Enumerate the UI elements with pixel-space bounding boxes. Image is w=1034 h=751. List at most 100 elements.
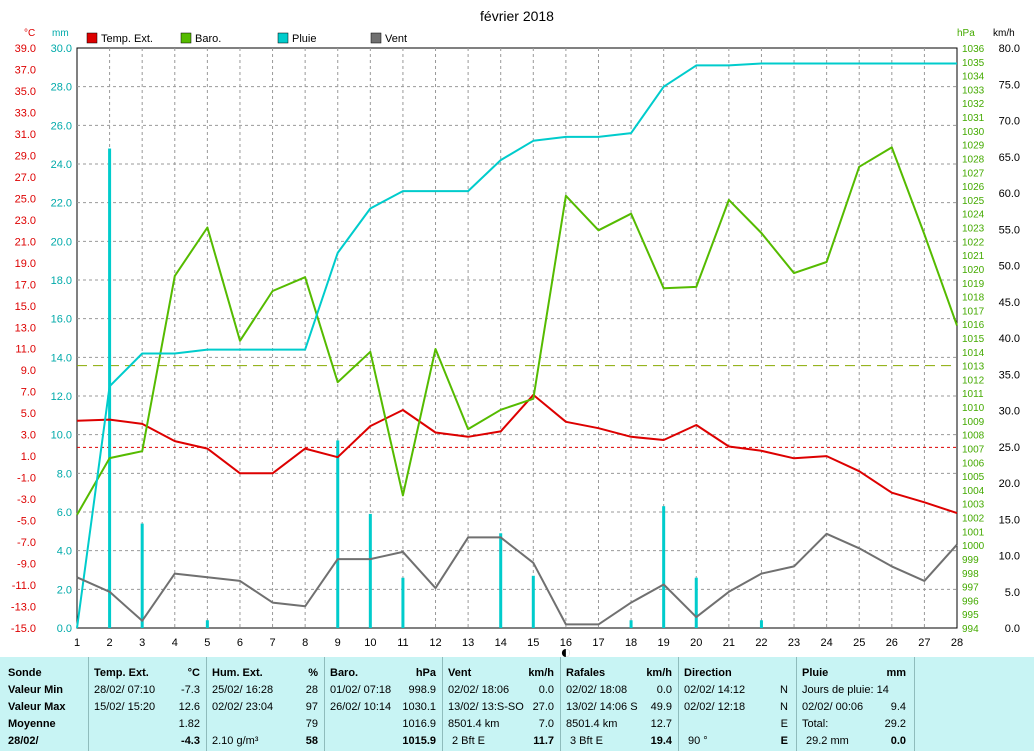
baro-tick-label: 1023 <box>962 224 985 235</box>
rain-bar <box>336 440 340 628</box>
temp-tick-label: -9.0 <box>17 559 36 571</box>
baro-tick-label: 1031 <box>962 113 985 124</box>
baro-tick-label: 1005 <box>962 472 985 483</box>
x-tick-label: 6 <box>237 637 243 649</box>
temp-tick-label: 23.0 <box>15 215 36 227</box>
summary-col-temp: Temp. Ext. °C 28/02/ 07:10 -7.3 15/02/ 15:… <box>89 657 207 751</box>
rain-tick-label: 16.0 <box>51 314 72 326</box>
rain-tick-label: 10.0 <box>51 430 72 442</box>
baro-tick-label: 1029 <box>962 141 985 152</box>
rain-tick-label: 20.0 <box>51 236 72 248</box>
temp-tick-label: 5.0 <box>21 408 36 420</box>
vent-header: Vent <box>448 667 472 679</box>
baro-tick-label: 1006 <box>962 458 985 469</box>
rain-bar <box>662 506 666 628</box>
series-line-vent <box>76 532 958 626</box>
baro-tick-label: 1022 <box>962 237 985 248</box>
temp-tick-label: 29.0 <box>15 150 36 162</box>
temp-tick-label: 7.0 <box>21 387 36 399</box>
rain-bar <box>205 620 209 628</box>
x-tick-label: 13 <box>462 637 474 649</box>
rain-bar <box>368 513 372 628</box>
series-line-temp-ext <box>76 393 958 515</box>
temp-tick-label: 37.0 <box>15 64 36 76</box>
baro-unit: hPa <box>415 667 436 679</box>
baro-tick-label: 994 <box>962 624 979 635</box>
hum-max-value: 97 <box>305 701 318 713</box>
temp-tick-label: 3.0 <box>21 430 36 442</box>
summary-col-vent: Vent km/h 02/02/ 18:06 0.0 13/02/ 13:S-SO 2… <box>443 657 561 751</box>
hum-current-value: 58 <box>305 735 318 747</box>
baro-tick-label: 1021 <box>962 251 985 262</box>
baro-tick-label: 1007 <box>962 444 985 455</box>
summary-col-direction: Direction 02/02/ 14:12 N 02/02/ 12:18 N E … <box>679 657 797 751</box>
x-tick-label: 12 <box>429 637 441 649</box>
rafales-beaufort: 3 Bft E <box>570 735 604 747</box>
temp-tick-label: -15.0 <box>11 623 36 635</box>
x-tick-label: 7 <box>269 637 275 649</box>
baro-tick-label: 1028 <box>962 154 985 165</box>
hum-unit: % <box>308 667 318 679</box>
baro-tick-label: 1017 <box>962 306 985 317</box>
wind-tick-label: 80.0 <box>999 43 1020 55</box>
rain-tick-label: 22.0 <box>51 198 72 210</box>
series-line-baro <box>76 146 958 516</box>
x-tick-label: 25 <box>853 637 865 649</box>
rain-tick-label: 18.0 <box>51 275 72 287</box>
vent-max-time: 13/02/ 13:S-SO <box>448 701 524 713</box>
x-tick-label: 22 <box>755 637 767 649</box>
direction-degrees: 90 ° <box>688 735 708 747</box>
baro-tick-label: 1036 <box>962 44 985 55</box>
temp-tick-label: -1.0 <box>17 473 36 485</box>
wind-tick-label: 50.0 <box>999 261 1020 273</box>
baro-current-value: 1015.9 <box>402 735 436 747</box>
baro-tick-label: 1026 <box>962 182 985 193</box>
wind-tick-label: 20.0 <box>999 478 1020 490</box>
x-tick-label: 15 <box>527 637 539 649</box>
wind-tick-label: 5.0 <box>1005 587 1020 599</box>
baro-tick-label: 1004 <box>962 486 985 497</box>
summary-col-hum: Hum. Ext.% 25/02/ 16:28 28 02/02/ 23:04 97… <box>207 657 325 751</box>
baro-tick-label: 1008 <box>962 431 985 442</box>
baro-tick-label: 1010 <box>962 403 985 414</box>
pluie-max-time: 02/02/ 00:06 <box>802 701 864 713</box>
direction-current-value: E <box>780 735 788 747</box>
plot-frame <box>76 47 958 629</box>
legend-label: Temp. Ext. <box>101 33 153 45</box>
wind-tick-label: 25.0 <box>999 442 1020 454</box>
x-tick-label: 1 <box>74 637 80 649</box>
baro-tick-label: 998 <box>962 569 979 580</box>
rain-tick-label: 14.0 <box>51 352 72 364</box>
rafales-max-time: 13/02/ 14:06 S <box>566 701 638 713</box>
vent-min-value: 0.0 <box>538 684 554 696</box>
vent-distance: 8501.4 km <box>448 718 500 730</box>
baro-tick-label: 1011 <box>962 389 984 400</box>
rain-unit-label: mm <box>52 28 69 39</box>
vent-max-value: 27.0 <box>532 701 554 713</box>
moon-icon-half <box>565 649 570 657</box>
pluie-header: Pluie <box>802 667 829 679</box>
direction-max-value: N <box>780 701 788 713</box>
x-tick-label: 8 <box>302 637 308 649</box>
wind-tick-label: 60.0 <box>999 188 1020 200</box>
vent-unit: km/h <box>528 667 554 679</box>
x-tick-label: 27 <box>918 637 930 649</box>
rafales-min-time: 02/02/ 18:08 <box>566 684 628 696</box>
direction-max-time: 02/02/ 12:18 <box>684 701 746 713</box>
temp-tick-label: -7.0 <box>17 537 36 549</box>
pluie-current-value: 0.0 <box>890 735 906 747</box>
temp-mean-value: 1.82 <box>178 718 200 730</box>
hum-min-time: 25/02/ 16:28 <box>212 684 274 696</box>
summary-col-baro: Baro. hPa 01/02/ 07:18 998.9 26/02/ 10:14 1… <box>325 657 443 751</box>
baro-tick-label: 1018 <box>962 293 985 304</box>
baro-tick-label: 1001 <box>962 527 985 538</box>
temp-tick-label: 13.0 <box>15 322 36 334</box>
rain-bar <box>629 620 633 628</box>
rain-tick-label: 30.0 <box>51 43 72 55</box>
wind-tick-label: 0.0 <box>1005 623 1020 635</box>
baro-tick-label: 1035 <box>962 58 985 69</box>
label-moyenne: Moyenne <box>8 718 56 730</box>
summary-panel: Sonde Valeur Min Valeur Max Moyenne 28/0… <box>0 657 1034 751</box>
pluie-max-value: 9.4 <box>890 701 906 713</box>
rain-bar <box>759 620 763 628</box>
